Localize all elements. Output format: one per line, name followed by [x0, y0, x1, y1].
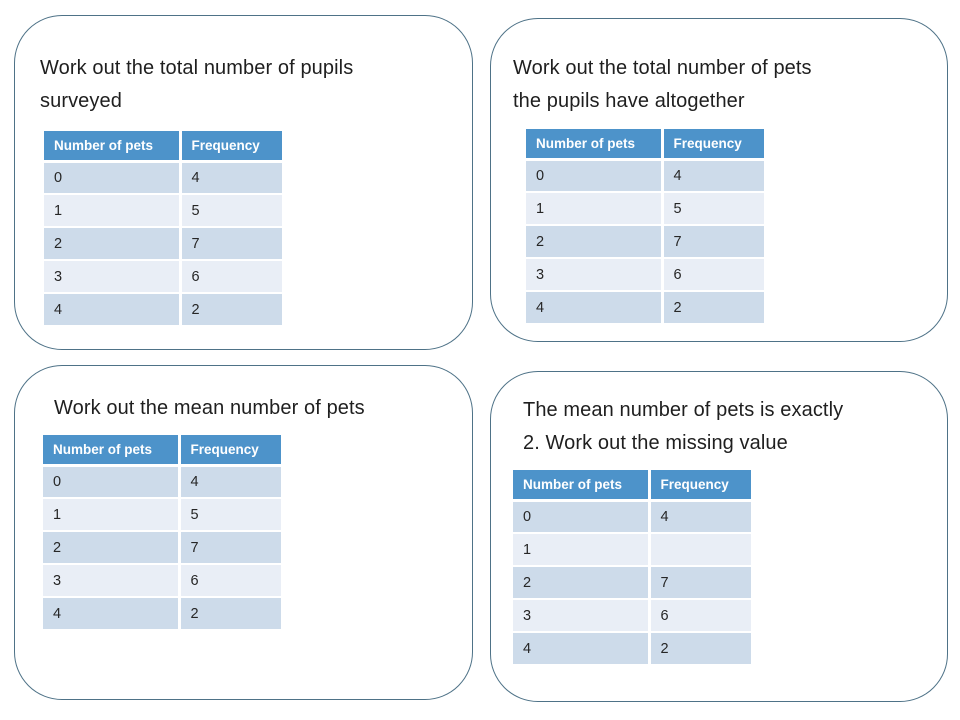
col-header-frequency: Frequency [179, 435, 281, 467]
frequency-cell: 7 [180, 227, 282, 261]
frequency-cell: 4 [180, 161, 282, 195]
frequency-table: Number of pets Frequency 0 4 1 2 7 [513, 470, 751, 666]
table-row: 1 5 [43, 498, 281, 532]
col-header-number-of-pets: Number of pets [513, 470, 651, 502]
frequency-cell: 4 [649, 500, 751, 534]
table-row: 3 6 [43, 564, 281, 598]
frequency-cell: 4 [662, 159, 764, 193]
pets-cell: 0 [43, 465, 181, 499]
pets-cell: 0 [526, 159, 664, 193]
pets-cell: 3 [44, 260, 182, 294]
table-row: 4 2 [526, 291, 764, 325]
pets-cell: 3 [43, 564, 181, 598]
pets-cell: 2 [526, 225, 664, 259]
pets-cell: 4 [513, 632, 651, 666]
question-text: Work out the total number of pets the pu… [513, 57, 812, 112]
frequency-cell: 7 [179, 531, 281, 565]
col-header-frequency: Frequency [649, 470, 751, 502]
table-row: 3 6 [513, 599, 751, 633]
question-card-mean-pets: Work out the mean number of pets Number … [14, 365, 473, 700]
frequency-table: Number of pets Frequency 0 4 1 5 2 7 [526, 129, 764, 325]
pets-cell: 2 [513, 566, 651, 600]
table-row: 3 6 [44, 260, 282, 294]
table-header-row: Number of pets Frequency [526, 129, 764, 161]
question-card-total-pets: Work out the total number of pets the pu… [490, 18, 948, 342]
pets-cell: 2 [43, 531, 181, 565]
frequency-cell: 2 [662, 291, 764, 325]
frequency-cell: 6 [662, 258, 764, 292]
table-header-row: Number of pets Frequency [43, 435, 281, 467]
pets-cell: 1 [526, 192, 664, 226]
frequency-cell: 6 [179, 564, 281, 598]
pets-cell: 4 [526, 291, 664, 325]
table-row: 0 4 [513, 500, 751, 534]
frequency-cell: 6 [180, 260, 282, 294]
col-header-frequency: Frequency [180, 131, 282, 163]
frequency-cell: 2 [649, 632, 751, 666]
frequency-cell: 7 [649, 566, 751, 600]
table-header-row: Number of pets Frequency [513, 470, 751, 502]
frequency-table: Number of pets Frequency 0 4 1 5 2 7 [44, 131, 282, 327]
col-header-number-of-pets: Number of pets [44, 131, 182, 163]
table-row: 2 7 [513, 566, 751, 600]
question-text: Work out the mean number of pets [54, 397, 365, 419]
pets-cell: 3 [526, 258, 664, 292]
pets-cell: 3 [513, 599, 651, 633]
frequency-cell: 5 [179, 498, 281, 532]
table-row: 3 6 [526, 258, 764, 292]
question-card-missing-value: The mean number of pets is exactly 2. Wo… [490, 371, 948, 702]
frequency-cell: 7 [662, 225, 764, 259]
table-row: 4 2 [43, 597, 281, 631]
col-header-frequency: Frequency [662, 129, 764, 161]
question-card-total-pupils: Work out the total number of pupils surv… [14, 15, 473, 350]
frequency-cell: 5 [662, 192, 764, 226]
question-text: Work out the total number of pupils surv… [40, 57, 354, 112]
table-row: 4 2 [44, 293, 282, 327]
frequency-cell-missing [649, 533, 751, 567]
table-row: 2 7 [44, 227, 282, 261]
table-row: 0 4 [44, 161, 282, 195]
pets-cell: 1 [43, 498, 181, 532]
table-row: 1 [513, 533, 751, 567]
frequency-cell: 4 [179, 465, 281, 499]
table-row: 0 4 [43, 465, 281, 499]
pets-cell: 1 [513, 533, 651, 567]
frequency-cell: 2 [180, 293, 282, 327]
pets-cell: 4 [43, 597, 181, 631]
pets-cell: 4 [44, 293, 182, 327]
pets-cell: 1 [44, 194, 182, 228]
table-row: 2 7 [526, 225, 764, 259]
col-header-number-of-pets: Number of pets [43, 435, 181, 467]
table-row: 1 5 [44, 194, 282, 228]
table-row: 1 5 [526, 192, 764, 226]
table-row: 2 7 [43, 531, 281, 565]
col-header-number-of-pets: Number of pets [526, 129, 664, 161]
frequency-cell: 6 [649, 599, 751, 633]
pets-cell: 0 [513, 500, 651, 534]
frequency-cell: 5 [180, 194, 282, 228]
frequency-table: Number of pets Frequency 0 4 1 5 2 7 [43, 435, 281, 631]
frequency-cell: 2 [179, 597, 281, 631]
question-text: The mean number of pets is exactly 2. Wo… [523, 399, 844, 454]
table-row: 0 4 [526, 159, 764, 193]
pets-cell: 0 [44, 161, 182, 195]
table-row: 4 2 [513, 632, 751, 666]
pets-cell: 2 [44, 227, 182, 261]
table-header-row: Number of pets Frequency [44, 131, 282, 163]
